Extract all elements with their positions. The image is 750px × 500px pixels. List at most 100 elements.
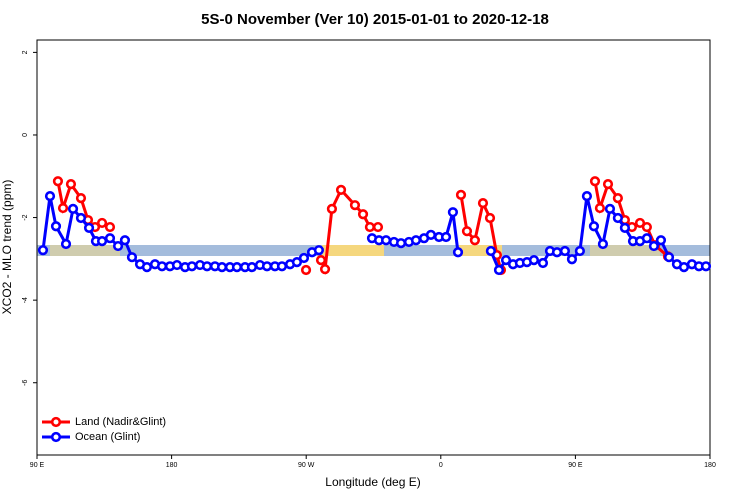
point bbox=[663, 252, 675, 263]
chart-title: 5S-0 November (Ver 10) 2015-01-01 to 202… bbox=[201, 11, 549, 28]
y-tick-label: 0 bbox=[22, 133, 29, 137]
point bbox=[201, 261, 213, 272]
point bbox=[678, 262, 690, 273]
point bbox=[326, 203, 338, 214]
point bbox=[380, 235, 392, 246]
point bbox=[410, 235, 422, 246]
point bbox=[452, 247, 464, 258]
point bbox=[588, 221, 600, 232]
point bbox=[447, 207, 459, 218]
point bbox=[537, 257, 549, 269]
point bbox=[315, 254, 327, 266]
point bbox=[298, 252, 310, 264]
point bbox=[594, 202, 606, 214]
point bbox=[300, 264, 312, 276]
point bbox=[231, 262, 243, 273]
point bbox=[126, 252, 138, 263]
point bbox=[395, 238, 407, 249]
point bbox=[455, 189, 467, 200]
x-tick-label: 90 W bbox=[298, 462, 315, 469]
point bbox=[319, 264, 331, 275]
point bbox=[112, 240, 124, 252]
point bbox=[60, 238, 72, 250]
point bbox=[619, 222, 631, 233]
point bbox=[75, 212, 87, 224]
x-tick-label: 90 E bbox=[568, 462, 583, 469]
point bbox=[581, 190, 593, 202]
point bbox=[357, 209, 369, 220]
point bbox=[372, 221, 384, 233]
point bbox=[291, 257, 303, 268]
point bbox=[104, 221, 116, 233]
point bbox=[477, 198, 489, 209]
point bbox=[246, 262, 258, 273]
x-tick-label: 180 bbox=[704, 462, 716, 469]
x-axis-label: Longitude (deg E) bbox=[325, 475, 420, 489]
point bbox=[276, 261, 288, 272]
point bbox=[641, 221, 652, 233]
point bbox=[566, 254, 578, 265]
point bbox=[65, 179, 77, 190]
point bbox=[83, 222, 95, 233]
point bbox=[141, 262, 153, 273]
point bbox=[612, 212, 623, 224]
point bbox=[612, 193, 623, 204]
surface-strip bbox=[37, 245, 710, 256]
point bbox=[648, 240, 660, 252]
point bbox=[485, 245, 497, 257]
point bbox=[44, 190, 56, 202]
point bbox=[602, 179, 614, 190]
point bbox=[216, 262, 228, 273]
legend-marker bbox=[50, 416, 62, 428]
legend-label: Ocean (Glint) bbox=[75, 431, 140, 443]
point bbox=[156, 261, 168, 272]
point bbox=[57, 202, 69, 214]
point bbox=[186, 261, 198, 272]
y-tick-label: 2 bbox=[22, 50, 29, 54]
point bbox=[500, 254, 512, 266]
point bbox=[597, 238, 609, 250]
point bbox=[700, 261, 712, 272]
point bbox=[484, 212, 496, 224]
point bbox=[641, 233, 652, 244]
y-tick-label: -4 bbox=[22, 297, 29, 303]
y-axis-label: XCO2 - MLO trend (ppm) bbox=[0, 180, 14, 315]
point bbox=[67, 203, 79, 214]
point bbox=[171, 259, 183, 271]
plot-frame bbox=[36, 39, 711, 456]
point bbox=[349, 200, 361, 211]
point bbox=[528, 254, 540, 266]
point bbox=[335, 184, 347, 195]
legend-label: Land (Nadir&Glint) bbox=[75, 416, 166, 428]
point bbox=[261, 261, 273, 272]
point bbox=[551, 247, 563, 258]
point bbox=[469, 235, 480, 246]
point bbox=[461, 226, 473, 237]
point bbox=[440, 231, 452, 243]
series-line bbox=[56, 180, 669, 275]
x-tick-label: 0 bbox=[439, 462, 443, 469]
point bbox=[96, 235, 108, 247]
x-tick-label: 180 bbox=[166, 462, 178, 469]
point bbox=[493, 264, 505, 276]
legend-marker bbox=[50, 431, 62, 443]
point bbox=[52, 176, 64, 187]
point bbox=[313, 245, 325, 256]
point bbox=[559, 245, 571, 257]
point bbox=[634, 217, 646, 229]
point bbox=[37, 245, 49, 256]
point bbox=[364, 221, 376, 233]
point bbox=[574, 245, 585, 257]
point bbox=[96, 217, 108, 229]
y-tick-label: -2 bbox=[22, 214, 29, 220]
point bbox=[104, 233, 116, 244]
point bbox=[604, 203, 616, 214]
point bbox=[655, 235, 667, 246]
point bbox=[50, 221, 62, 232]
point bbox=[589, 176, 601, 187]
point bbox=[425, 229, 437, 241]
point bbox=[75, 193, 87, 204]
x-tick-label: 90 E bbox=[30, 462, 45, 469]
y-tick-label: -6 bbox=[22, 380, 29, 386]
